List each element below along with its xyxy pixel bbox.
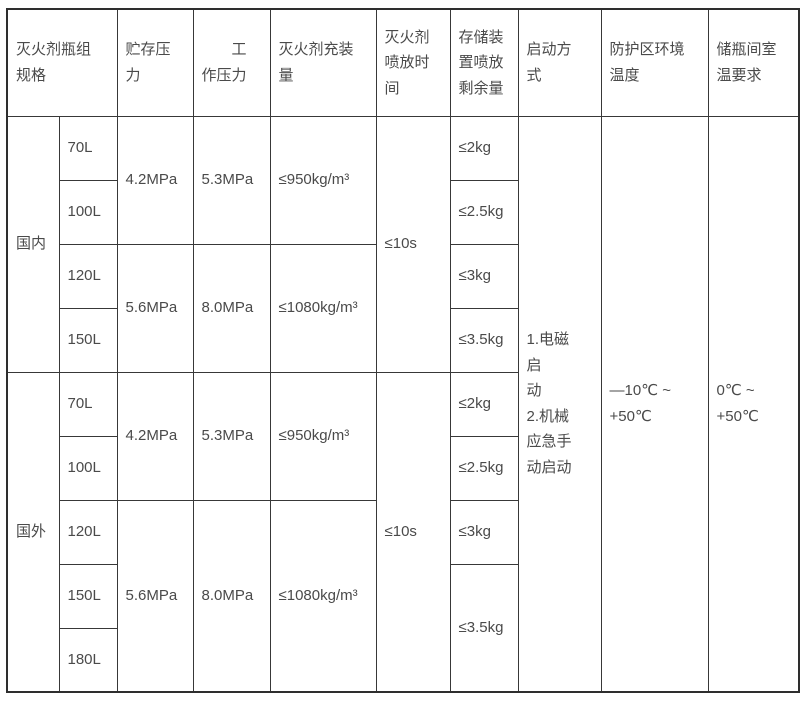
extinguisher-spec-table: 灭火剂瓶组 规格 贮存压 力 工 作压力 灭火剂充装 量 灭火剂 喷放时 间 存… <box>6 8 801 693</box>
size-cell-foreign-180l: 180L <box>58 627 118 693</box>
residual-cell-foreign-100l: ≤2.5kg <box>449 435 519 501</box>
size-cell-domestic-100l: 100L <box>58 179 118 245</box>
storage-pressure-cell-domestic-low: 4.2MPa <box>116 115 194 245</box>
size-cell-domestic-120l: 120L <box>58 243 118 309</box>
discharge-time-cell-domestic: ≤10s <box>375 115 451 373</box>
filling-density-cell-foreign-high: ≤1080kg/m³ <box>269 499 377 693</box>
header-start-mode: 启动方 式 <box>517 8 602 117</box>
header-discharge-time: 灭火剂 喷放时 间 <box>375 8 451 117</box>
header-row: 灭火剂瓶组 规格 贮存压 力 工 作压力 灭火剂充装 量 灭火剂 喷放时 间 存… <box>6 8 800 117</box>
residual-cell-domestic-100l: ≤2.5kg <box>449 179 519 245</box>
protection-zone-temp-cell: —10℃ ~ +50℃ <box>600 115 709 693</box>
row-domestic-150l: 150L ≤3.5kg <box>7 307 799 373</box>
filling-density-cell-domestic-low: ≤950kg/m³ <box>269 115 377 245</box>
size-cell-domestic-150l: 150L <box>58 307 118 373</box>
region-label-domestic: 国内 <box>6 115 60 373</box>
header-working-pressure: 工 作压力 <box>192 8 271 117</box>
start-mode-cell: 1.电磁 启 动 2.机械 应急手 动启动 <box>517 115 602 693</box>
size-cell-foreign-100l: 100L <box>58 435 118 501</box>
size-cell-domestic-70l: 70L <box>58 115 118 181</box>
region-label-foreign: 国外 <box>6 371 60 693</box>
header-bottle-group-spec: 灭火剂瓶组 规格 <box>6 8 118 117</box>
header-protection-zone-temp: 防护区环境 温度 <box>600 8 709 117</box>
row-foreign-120l: 120L 5.6MPa 8.0MPa ≤1080kg/m³ ≤3kg <box>7 499 799 693</box>
storage-pressure-cell-domestic-high: 5.6MPa <box>116 243 194 373</box>
residual-cell-foreign-70l: ≤2kg <box>449 371 519 437</box>
row-foreign-180l: 180L <box>7 627 799 693</box>
storage-pressure-cell-foreign-low: 4.2MPa <box>116 371 194 501</box>
row-domestic-100l: 100L ≤2.5kg <box>7 179 799 245</box>
working-pressure-cell-domestic-low: 5.3MPa <box>192 115 271 245</box>
row-foreign-100l: 100L ≤2.5kg <box>7 435 799 501</box>
residual-cell-domestic-150l: ≤3.5kg <box>449 307 519 373</box>
discharge-time-cell-foreign: ≤10s <box>375 371 451 693</box>
filling-density-cell-domestic-high: ≤1080kg/m³ <box>269 243 377 373</box>
size-cell-foreign-150l: 150L <box>58 563 118 629</box>
header-storage-pressure: 贮存压 力 <box>116 8 194 117</box>
header-residual-amount: 存储装 置喷放 剩余量 <box>449 8 519 117</box>
size-cell-foreign-70l: 70L <box>58 371 118 437</box>
residual-cell-domestic-70l: ≤2kg <box>449 115 519 181</box>
size-cell-foreign-120l: 120L <box>58 499 118 565</box>
row-foreign-150l: 150L ≤3.5kg <box>7 563 799 693</box>
bottle-room-temp-cell: 0℃ ~ +50℃ <box>707 115 800 693</box>
working-pressure-cell-domestic-high: 8.0MPa <box>192 243 271 373</box>
row-domestic-120l: 120L 5.6MPa 8.0MPa ≤1080kg/m³ ≤3kg <box>7 243 799 373</box>
row-foreign-70l: 国外 70L 4.2MPa 5.3MPa ≤950kg/m³ ≤10s ≤2kg <box>6 371 799 693</box>
table-body: 国内 70L 4.2MPa 5.3MPa ≤950kg/m³ ≤10s ≤2kg… <box>6 115 800 693</box>
table-header: 灭火剂瓶组 规格 贮存压 力 工 作压力 灭火剂充装 量 灭火剂 喷放时 间 存… <box>6 8 800 117</box>
working-pressure-cell-foreign-low: 5.3MPa <box>192 371 271 501</box>
residual-cell-foreign-120l: ≤3kg <box>449 499 519 565</box>
residual-cell-foreign-150l-180l: ≤3.5kg <box>449 563 519 693</box>
row-domestic-70l: 国内 70L 4.2MPa 5.3MPa ≤950kg/m³ ≤10s ≤2kg… <box>6 115 800 693</box>
filling-density-cell-foreign-low: ≤950kg/m³ <box>269 371 377 501</box>
working-pressure-cell-foreign-high: 8.0MPa <box>192 499 271 693</box>
residual-cell-domestic-120l: ≤3kg <box>449 243 519 309</box>
header-bottle-room-temp: 储瓶间室 温要求 <box>707 8 800 117</box>
header-filling-density: 灭火剂充装 量 <box>269 8 377 117</box>
storage-pressure-cell-foreign-high: 5.6MPa <box>116 499 194 693</box>
